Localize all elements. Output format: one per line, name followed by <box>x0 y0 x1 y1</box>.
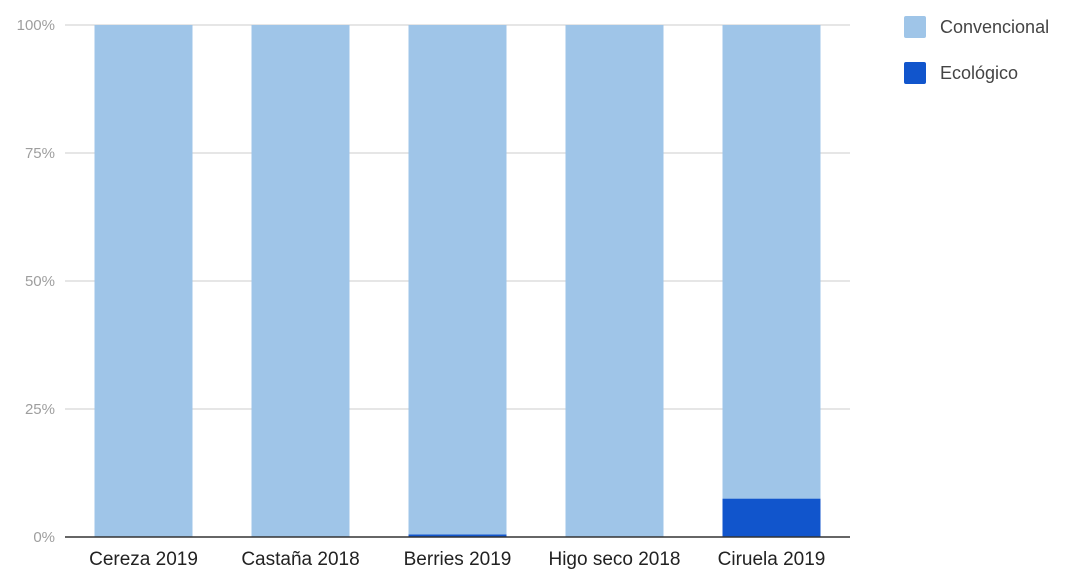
x-tick-label: Higo seco 2018 <box>548 549 680 570</box>
y-tick-label: 25% <box>25 401 55 418</box>
legend: Convencional Ecológico <box>904 16 1049 84</box>
bar-convencional <box>94 25 193 537</box>
y-tick-label: 0% <box>33 529 55 546</box>
bars <box>94 25 821 537</box>
y-tick-label: 75% <box>25 145 55 162</box>
x-tick-label: Berries 2019 <box>404 549 512 570</box>
bar-ecologico <box>408 534 507 537</box>
bar-ecologico <box>722 498 821 537</box>
x-tick-label: Ciruela 2019 <box>718 549 826 570</box>
legend-label: Ecológico <box>940 63 1018 83</box>
x-tick-label: Castaña 2018 <box>241 549 359 570</box>
bar-convencional <box>722 25 821 499</box>
legend-swatch <box>904 16 926 38</box>
bar-convencional <box>251 25 350 537</box>
axes: 0% 25% 50% 75% 100% Cereza 2019 Castaña 2018 Be… <box>17 17 850 570</box>
x-tick-label: Cereza 2019 <box>89 549 198 570</box>
y-tick-label: 50% <box>25 273 55 290</box>
bar-convencional <box>408 25 507 535</box>
bar-convencional <box>565 25 664 537</box>
legend-swatch <box>904 62 926 84</box>
legend-label: Convencional <box>940 17 1049 37</box>
y-tick-label: 100% <box>17 17 55 34</box>
